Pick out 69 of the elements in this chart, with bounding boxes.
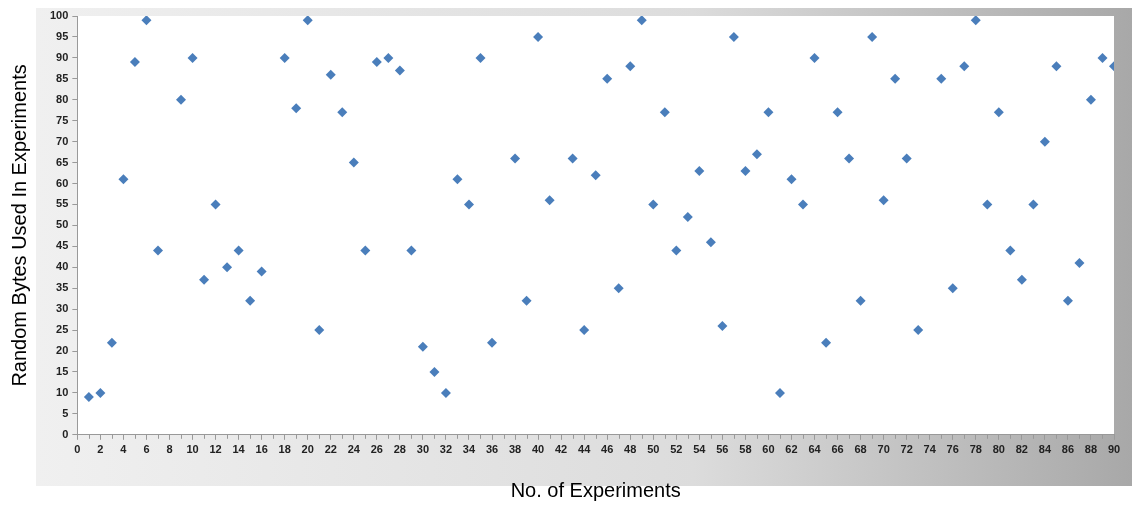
x-tick-label: 62 [785, 443, 798, 456]
y-tick-label: 40 [56, 260, 69, 273]
x-axis-title: No. of Experiments [510, 478, 681, 501]
x-tick-label: 64 [808, 443, 822, 456]
x-tick-label: 74 [923, 443, 937, 456]
x-tick-label: 40 [531, 443, 545, 456]
x-tick-label: 68 [854, 443, 867, 456]
x-tick-label: 88 [1084, 443, 1098, 456]
x-tick-label: 20 [301, 443, 314, 456]
y-tick-label: 5 [62, 406, 69, 419]
x-tick-label: 60 [762, 443, 775, 456]
x-tick-label: 22 [324, 443, 337, 456]
x-tick-label: 0 [74, 443, 81, 456]
x-tick-label: 30 [416, 443, 430, 456]
y-tick-label: 55 [56, 197, 69, 210]
x-tick-label: 48 [624, 443, 637, 456]
y-tick-label: 100 [49, 9, 69, 22]
x-tick-label: 26 [370, 443, 383, 456]
y-tick-label: 90 [56, 50, 69, 63]
x-tick-label: 36 [485, 443, 499, 456]
x-tick-label: 86 [1061, 443, 1075, 456]
y-tick-label: 85 [56, 71, 69, 84]
y-tick-label: 45 [56, 239, 69, 252]
x-tick-label: 12 [209, 443, 222, 456]
x-tick-label: 8 [166, 443, 173, 456]
y-tick-label: 75 [56, 113, 69, 126]
x-tick-label: 10 [186, 443, 199, 456]
x-tick-label: 42 [555, 443, 568, 456]
x-tick-label: 16 [255, 443, 268, 456]
y-axis-title: Random Bytes Used In Experiments [7, 64, 30, 387]
x-tick-label: 72 [900, 443, 913, 456]
y-tick-label: 35 [56, 281, 69, 294]
x-tick-label: 52 [670, 443, 683, 456]
x-tick-label: 50 [647, 443, 660, 456]
x-tick-label: 2 [97, 443, 104, 456]
y-tick-label: 80 [56, 92, 69, 105]
y-tick-label: 10 [56, 385, 69, 398]
x-tick-label: 58 [739, 443, 752, 456]
x-tick-label: 6 [143, 443, 150, 456]
x-tick-label: 80 [992, 443, 1005, 456]
x-tick-label: 32 [439, 443, 453, 456]
x-tick-label: 56 [716, 443, 729, 456]
y-tick-label: 0 [62, 427, 69, 440]
x-tick-label: 66 [831, 443, 844, 456]
y-tick-label: 70 [56, 134, 69, 147]
y-tick-label: 95 [56, 29, 69, 42]
x-tick-label: 24 [347, 443, 361, 456]
x-tick-label: 14 [232, 443, 246, 456]
x-tick-label: 78 [969, 443, 982, 456]
x-tick-label: 82 [1015, 443, 1028, 456]
x-tick-label: 38 [508, 443, 522, 456]
y-tick-label: 15 [56, 365, 69, 378]
y-tick-label: 65 [56, 155, 69, 168]
x-tick-label: 90 [1107, 443, 1121, 456]
y-tick-label: 20 [56, 344, 69, 357]
x-tick-label: 44 [578, 443, 592, 456]
x-tick-label: 70 [877, 443, 890, 456]
x-tick-label: 84 [1038, 443, 1052, 456]
y-tick-label: 50 [56, 218, 69, 231]
y-tick-label: 25 [56, 323, 69, 336]
x-tick-label: 54 [693, 443, 707, 456]
x-tick-label: 46 [601, 443, 614, 456]
y-tick-label: 30 [56, 302, 69, 315]
x-tick-label: 18 [278, 443, 291, 456]
x-tick-label: 28 [393, 443, 406, 456]
x-tick-label: 34 [462, 443, 476, 456]
x-tick-label: 76 [946, 443, 959, 456]
x-tick-label: 4 [120, 443, 128, 456]
y-tick-label: 60 [56, 176, 69, 189]
